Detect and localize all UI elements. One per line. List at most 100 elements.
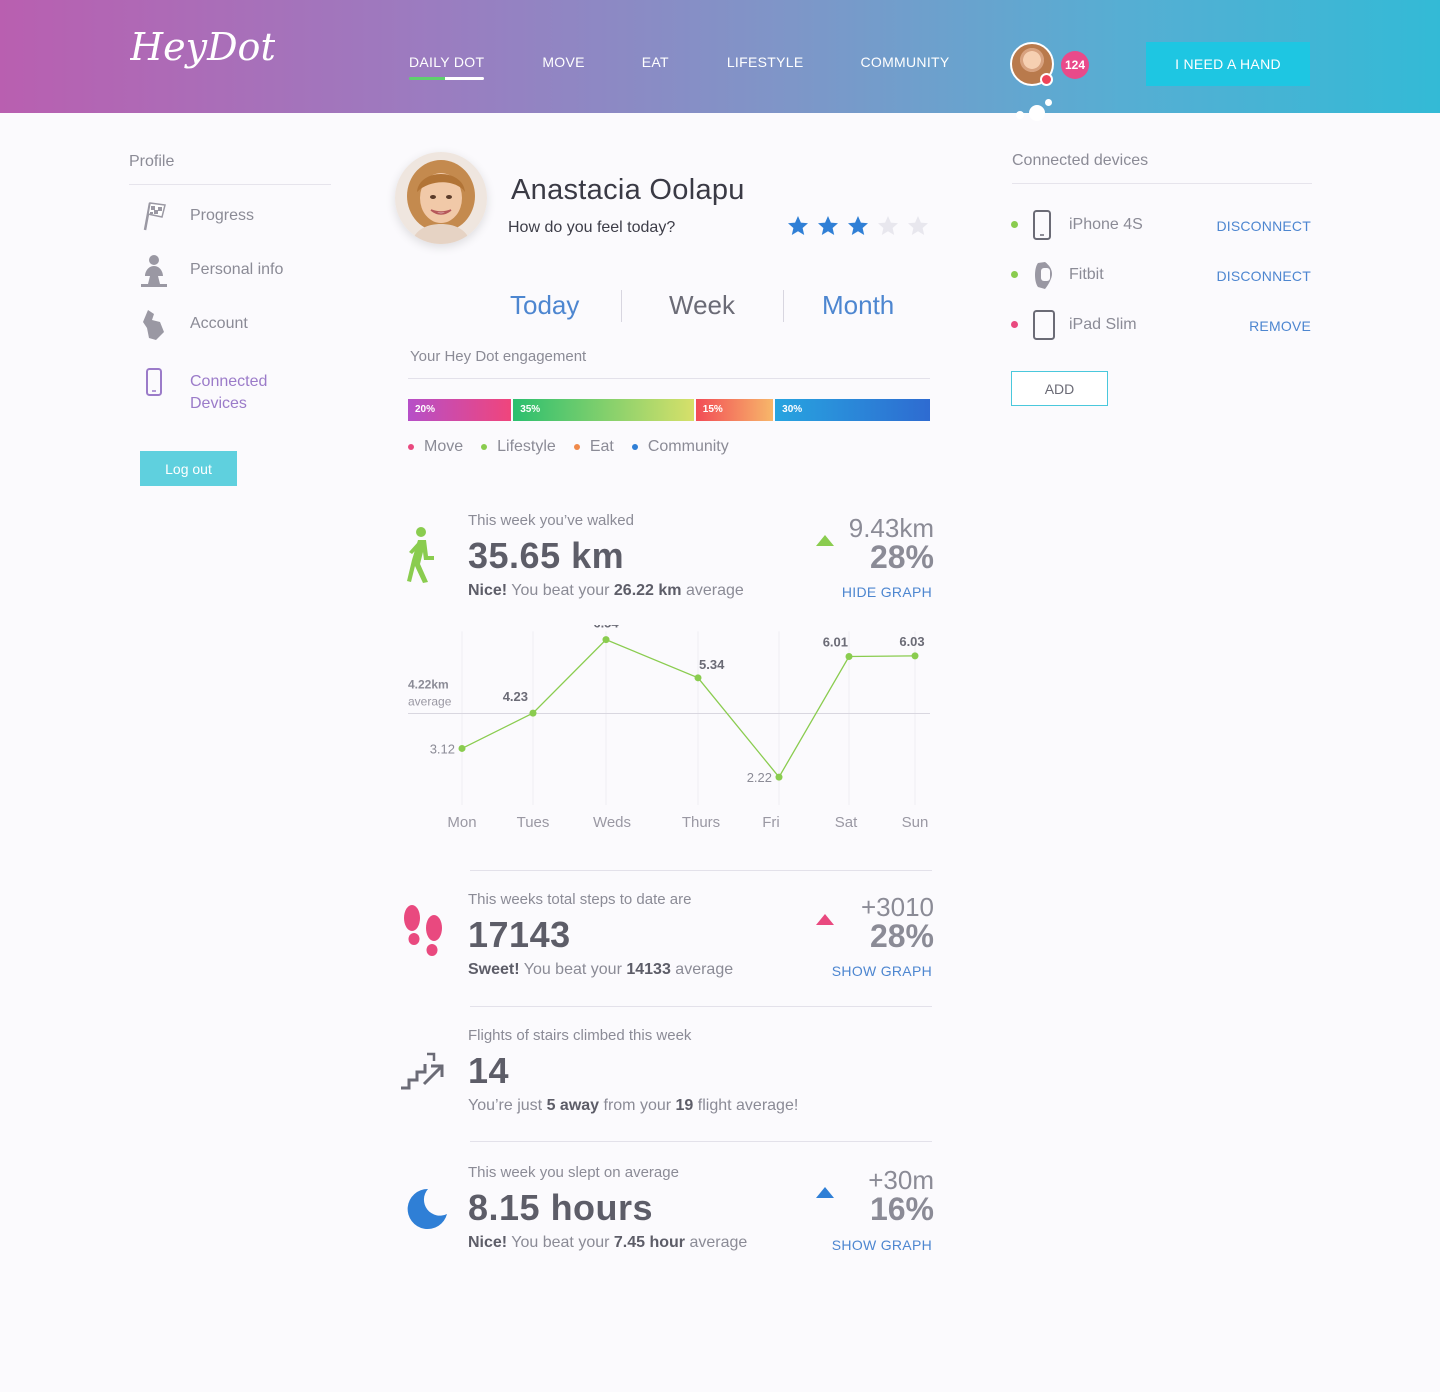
nav-daily-dot[interactable]: DAILY DOT xyxy=(409,54,485,80)
show-graph-link[interactable]: SHOW GRAPH xyxy=(831,1237,932,1253)
device-row-fitbit: Fitbit DISCONNECT xyxy=(1011,260,1311,290)
legend-item: Move xyxy=(408,438,463,456)
walk-trend-up-icon xyxy=(816,535,834,546)
engagement-segment: 30% xyxy=(775,399,930,421)
steps-count: 17143 xyxy=(468,914,571,955)
engagement-legend: Move Lifestyle Eat Community xyxy=(408,438,747,456)
data-label: 3.12 xyxy=(430,741,455,756)
devices-divider xyxy=(1012,183,1312,184)
average-label: 4.22km xyxy=(408,677,449,691)
stairs-icon xyxy=(400,1052,444,1095)
sleep-percent: 16% xyxy=(869,1191,934,1227)
legend-item: Eat xyxy=(573,438,614,456)
steps-delta: +3010 xyxy=(860,892,934,922)
data-point xyxy=(911,652,919,660)
engagement-divider xyxy=(408,378,930,379)
legend-dot xyxy=(481,444,488,450)
hide-graph-link[interactable]: HIDE GRAPH xyxy=(841,584,932,600)
device-name: Fitbit xyxy=(1069,266,1104,283)
star-empty-icon[interactable] xyxy=(876,214,900,238)
data-point xyxy=(775,773,783,781)
legend-item: Community xyxy=(631,438,729,456)
show-graph-link[interactable]: SHOW GRAPH xyxy=(831,963,932,979)
star-filled-icon[interactable] xyxy=(846,214,870,238)
walk-distance: 35.65 km xyxy=(468,535,625,576)
remove-button[interactable]: REMOVE xyxy=(1249,318,1311,334)
section-divider xyxy=(470,870,932,871)
nav-lifestyle[interactable]: LIFESTYLE xyxy=(726,54,804,70)
legend-label: Move xyxy=(424,438,464,455)
sidebar-item-connected-devices[interactable]: Connected Devices xyxy=(138,366,290,415)
star-empty-icon[interactable] xyxy=(906,214,930,238)
footprints-icon xyxy=(402,904,446,967)
profile-avatar[interactable] xyxy=(395,152,487,244)
data-label: 6.03 xyxy=(899,634,924,649)
disconnect-button[interactable]: DISCONNECT xyxy=(1216,218,1311,234)
sleep-hours: 8.15 hours xyxy=(468,1187,654,1228)
sidebar-title: Profile xyxy=(129,153,175,170)
star-filled-icon[interactable] xyxy=(786,214,810,238)
checkered-flag-icon xyxy=(138,200,170,234)
disconnect-button[interactable]: DISCONNECT xyxy=(1216,268,1311,284)
sidebar-item-personal-info[interactable]: Personal info xyxy=(138,254,283,288)
sleep-delta: +30m xyxy=(868,1165,934,1195)
star-filled-icon[interactable] xyxy=(816,214,840,238)
engagement-title: Your Hey Dot engagement xyxy=(410,348,587,365)
need-a-hand-button[interactable]: I NEED A HAND xyxy=(1146,42,1310,86)
online-status-dot xyxy=(1040,73,1053,86)
device-name: iPhone 4S xyxy=(1069,216,1143,233)
x-tick-label: Mon xyxy=(447,814,476,831)
data-point xyxy=(458,744,466,752)
section-divider xyxy=(470,1006,932,1007)
steps-percent: 28% xyxy=(869,918,934,954)
x-tick-label: Sat xyxy=(835,814,858,831)
device-row-ipad: iPad Slim REMOVE xyxy=(1011,310,1311,340)
profile-name: Anastacia Oolapu xyxy=(511,174,745,206)
logout-button[interactable]: Log out xyxy=(140,451,237,486)
header-avatar[interactable] xyxy=(1010,42,1054,86)
tab-week[interactable]: Week xyxy=(669,290,735,320)
add-device-button[interactable]: ADD xyxy=(1011,371,1108,406)
walk-note: Nice! You beat your 26.22 km average xyxy=(468,582,744,599)
nav-eat[interactable]: EAT xyxy=(641,54,669,70)
phone-icon xyxy=(1033,210,1051,240)
notification-badge[interactable]: 124 xyxy=(1061,51,1089,79)
data-label: 2.22 xyxy=(747,770,772,785)
data-point xyxy=(694,674,702,682)
moon-icon xyxy=(406,1188,448,1235)
account-icon xyxy=(138,308,170,342)
x-tick-label: Weds xyxy=(593,814,631,831)
legend-label: Lifestyle xyxy=(497,438,556,455)
steps-trend-up-icon xyxy=(816,914,834,925)
main-nav: DAILY DOT MOVE EAT LIFESTYLE COMMUNITY xyxy=(409,54,1008,80)
walk-line-chart: 4.22km average 3.12 4.23 6.54 5.34 2.22 6.01 6.0… xyxy=(408,625,930,831)
sleep-subtitle: This week you slept on average xyxy=(468,1164,679,1181)
sleep-note: Nice! You beat your 7.45 hour average xyxy=(468,1234,748,1251)
sidebar-item-account[interactable]: Account xyxy=(138,308,248,342)
walking-person-icon xyxy=(406,526,440,589)
heydot-logo[interactable]: HeyDot xyxy=(130,24,275,88)
person-icon xyxy=(138,254,170,288)
legend-label: Eat xyxy=(589,438,614,455)
x-tick-label: Thurs xyxy=(682,814,720,831)
period-tabs: Today Week Month xyxy=(470,286,940,326)
tab-month[interactable]: Month xyxy=(822,290,895,320)
sidebar-item-label: Personal info xyxy=(190,261,284,278)
mood-rating-stars[interactable] xyxy=(786,214,936,238)
sleep-trend-up-icon xyxy=(816,1187,834,1198)
nav-move[interactable]: MOVE xyxy=(542,54,585,70)
tab-today[interactable]: Today xyxy=(510,290,580,320)
steps-note: Sweet! You beat your 14133 average xyxy=(468,961,734,978)
nav-community[interactable]: COMMUNITY xyxy=(860,54,950,70)
sidebar-item-label: Connected Devices xyxy=(190,373,268,412)
sidebar-divider xyxy=(129,184,331,185)
mood-question: How do you feel today? xyxy=(508,219,676,236)
tab-separator xyxy=(783,290,784,322)
sidebar-item-progress[interactable]: Progress xyxy=(138,200,254,234)
data-point xyxy=(602,636,610,644)
series-line xyxy=(461,638,916,779)
data-label: 6.54 xyxy=(593,625,619,631)
section-divider xyxy=(470,1141,932,1142)
stairs-note: You’re just 5 away from your 19 flight a… xyxy=(468,1097,799,1114)
legend-dot xyxy=(408,444,414,450)
